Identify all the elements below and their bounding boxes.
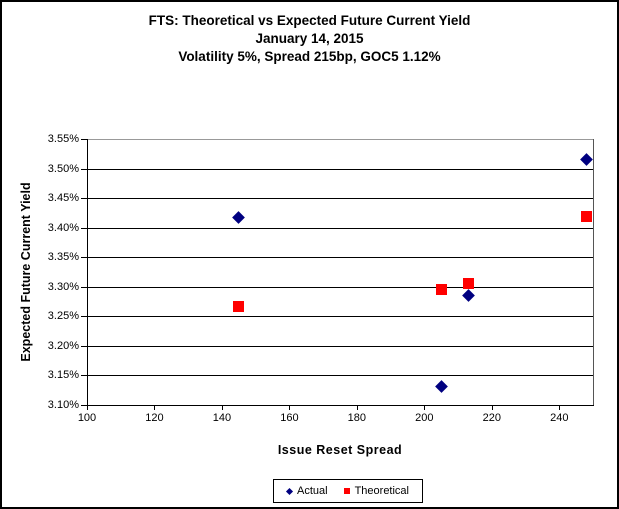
x-tick-label: 240 [550,412,569,424]
x-tick-label: 220 [482,412,501,424]
y-axis-tick [81,227,87,229]
y-axis-tick [81,345,87,347]
y-tick-label: 3.55% [47,133,79,145]
y-axis-line [87,139,88,405]
gridline [87,257,593,259]
chart-title: FTS: Theoretical vs Expected Future Curr… [148,13,471,28]
x-axis-tick [221,406,223,410]
x-axis-tick [289,406,291,410]
gridline [87,345,593,347]
y-tick-label: 3.30% [47,280,79,293]
x-axis-title: Issue Reset Spread [277,443,403,457]
actual-point [232,211,246,224]
gridline [87,168,593,170]
y-axis-tick [81,286,87,288]
chart-title-block: FTS: Theoretical vs Expected Future Curr… [2,12,617,66]
y-tick-label: 3.50% [47,162,79,175]
chart-subtitle-params: Volatility 5%, Spread 215bp, GOC5 1.12% [178,49,441,64]
y-tick-label: 3.40% [47,221,79,234]
x-axis-tick [154,406,156,410]
x-tick-label: 180 [347,412,367,424]
theoretical-square-marker-icon [343,488,350,494]
y-axis-tick [81,168,87,170]
y-tick-label: 3.45% [47,192,79,205]
x-tick-label: 200 [415,412,434,424]
legend: Actual Theoretical [273,479,423,503]
actual-point [434,380,448,394]
y-tick-label: 3.35% [47,251,79,264]
y-tick-label: 3.15% [47,369,79,382]
gridline [87,198,593,200]
theoretical-point [233,301,245,313]
y-axis-tick [81,257,87,259]
legend-item-actual: Actual [285,485,328,497]
y-tick-label: 3.25% [47,310,79,323]
chart-subtitle-date: January 14, 2015 [255,31,364,46]
x-tick-label: 120 [145,412,164,424]
actual-diamond-marker-icon [285,487,294,495]
gridline [87,316,593,318]
x-tick-label: 100 [77,412,97,424]
plot-right-border [593,139,594,405]
theoretical-point [435,283,447,295]
gridline [87,375,593,377]
gridline [87,227,593,229]
y-axis-tick [81,375,87,377]
x-tick-label: 160 [280,412,299,424]
legend-label-theoretical: Theoretical [354,485,409,497]
actual-point [461,289,475,303]
y-axis-tick [81,405,87,406]
theoretical-point [580,210,592,222]
x-axis-tick [87,406,88,410]
y-axis-tick [81,198,87,200]
x-axis-tick [356,406,358,410]
theoretical-point [462,277,474,289]
legend-item-theoretical: Theoretical [343,485,409,497]
gridline [87,286,593,288]
y-tick-label: 3.20% [47,339,79,352]
x-axis-line [87,405,594,406]
y-axis-tick [81,139,87,140]
gridline [87,139,593,140]
y-axis-tick [81,316,87,318]
legend-label-actual: Actual [297,485,328,497]
actual-point [579,153,593,167]
x-axis-tick [559,406,561,410]
y-tick-label: 3.10% [47,399,79,411]
y-axis-title: Expected Future Current Yield [19,182,33,362]
x-tick-label: 140 [212,412,232,424]
x-axis-tick [491,406,493,410]
x-axis-tick [424,406,426,410]
